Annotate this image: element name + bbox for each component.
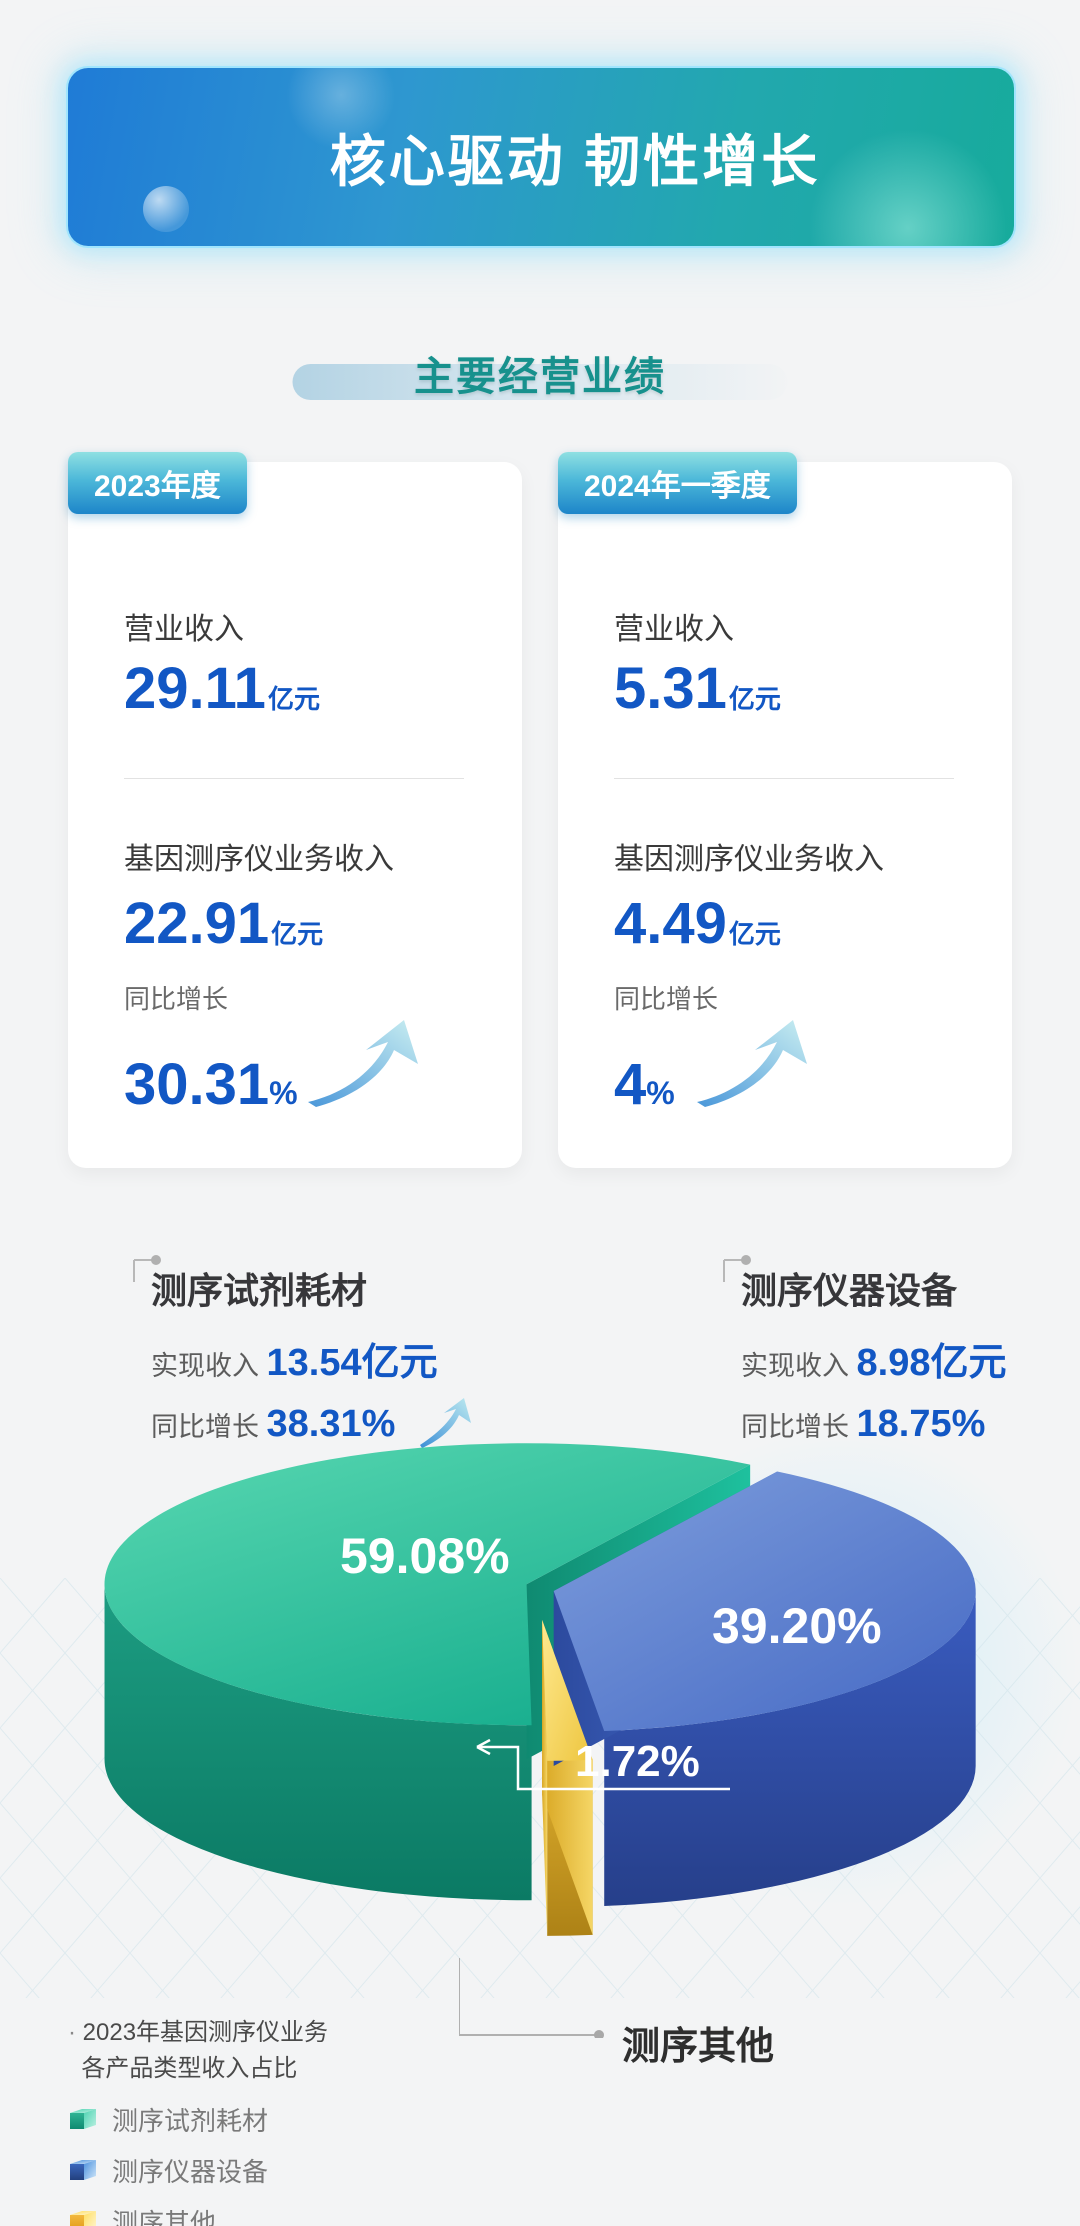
svg-text:1.72%: 1.72% — [575, 1737, 700, 1786]
svg-text:39.20%: 39.20% — [712, 1598, 882, 1654]
svg-text:59.08%: 59.08% — [340, 1528, 510, 1584]
